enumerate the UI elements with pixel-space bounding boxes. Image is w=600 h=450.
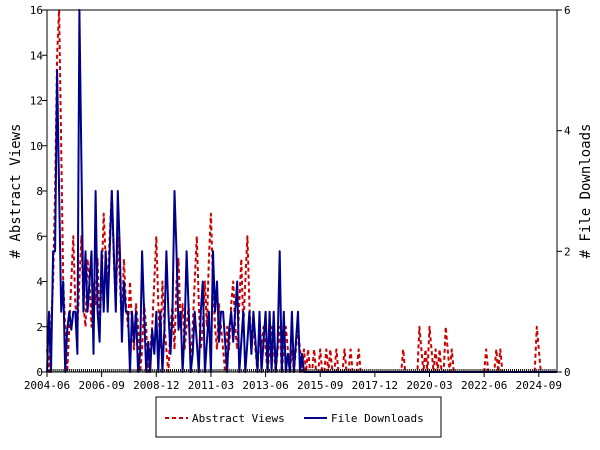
x-tick-label: 2022-06 bbox=[461, 379, 507, 392]
axes: 2004-06 2006-09 2008-12 2011-03 2013-06 2015-… bbox=[24, 4, 571, 392]
x-tick-label: 2024-09 bbox=[516, 379, 562, 392]
y-left-tick-label: 0 bbox=[36, 366, 43, 379]
y-axis-right-title: # File Downloads bbox=[578, 124, 594, 259]
y-right-tick-label: 0 bbox=[564, 366, 571, 379]
y-axis-left-title: # Abstract Views bbox=[8, 124, 24, 259]
x-tick-label: 2006-09 bbox=[78, 379, 124, 392]
x-tick-label: 2013-06 bbox=[242, 379, 288, 392]
y-left-tick-label: 10 bbox=[30, 140, 43, 153]
y-right-tick-label: 4 bbox=[564, 125, 571, 138]
y-left-tick-label: 2 bbox=[36, 321, 43, 334]
legend-box bbox=[155, 396, 442, 438]
x-tick-label: 2017-12 bbox=[352, 379, 398, 392]
legend-label-file-downloads: File Downloads bbox=[331, 412, 424, 425]
legend: Abstract Views File Downloads bbox=[155, 396, 442, 438]
y-left-tick-label: 6 bbox=[36, 230, 43, 243]
y-left-tick-label: 8 bbox=[36, 185, 43, 198]
legend-label-abstract-views: Abstract Views bbox=[192, 412, 285, 425]
y-left-tick-label: 12 bbox=[30, 95, 43, 108]
x-tick-label: 2008-12 bbox=[133, 379, 179, 392]
y-left-tick-label: 16 bbox=[30, 4, 43, 17]
y-right-tick-label: 2 bbox=[564, 245, 571, 258]
x-tick-label: 2011-03 bbox=[188, 379, 234, 392]
y-right-tick-label: 6 bbox=[564, 4, 571, 17]
x-tick-label: 2020-03 bbox=[406, 379, 452, 392]
x-tick-label: 2004-06 bbox=[24, 379, 70, 392]
x-tick-label: 2015-09 bbox=[297, 379, 343, 392]
y-left-tick-label: 14 bbox=[30, 49, 44, 62]
y-left-tick-label: 4 bbox=[36, 276, 43, 289]
